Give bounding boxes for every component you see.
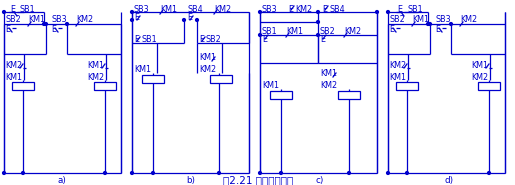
Text: KM2: KM2 [5,60,22,70]
Circle shape [428,23,432,25]
Text: KM2: KM2 [87,73,104,82]
Text: c): c) [316,176,324,184]
Text: d): d) [444,176,454,184]
Text: SB1: SB1 [262,26,278,36]
Circle shape [218,172,220,174]
Text: E: E [397,4,402,14]
Circle shape [45,23,47,25]
Text: KM1: KM1 [286,26,303,36]
Text: SB3: SB3 [262,4,278,14]
Circle shape [22,172,24,174]
Circle shape [259,172,262,174]
Text: KM1: KM1 [199,53,216,63]
Text: SB2: SB2 [389,16,405,24]
Circle shape [488,172,490,174]
Bar [270,91,292,99]
Circle shape [183,19,185,21]
Text: KM1: KM1 [471,60,488,70]
Text: E: E [51,24,56,33]
Text: KM2: KM2 [199,65,216,75]
Text: E: E [435,24,440,33]
Bar [210,75,232,83]
Text: E: E [199,36,204,45]
Text: E: E [10,4,15,14]
Circle shape [406,172,408,174]
Text: a): a) [58,176,66,184]
Text: SB1: SB1 [141,36,157,45]
Circle shape [317,21,319,23]
Text: b): b) [186,176,196,184]
Circle shape [196,19,198,21]
Circle shape [43,23,45,25]
Text: KM2: KM2 [320,82,337,90]
Circle shape [131,172,133,174]
Text: 图2.21 双机联锁电路: 图2.21 双机联锁电路 [223,175,293,185]
Circle shape [259,34,262,36]
Bar [338,91,360,99]
Text: SB3: SB3 [435,16,451,24]
Text: KM2: KM2 [389,60,406,70]
Text: SB2: SB2 [5,16,21,24]
Circle shape [387,11,389,13]
Text: KM1: KM1 [412,16,429,24]
Circle shape [450,23,452,25]
Text: KM2: KM2 [344,26,361,36]
Text: KM2: KM2 [214,4,231,14]
Text: E: E [322,4,327,14]
Text: KM1: KM1 [160,4,177,14]
Text: E: E [5,24,10,33]
Text: SB2: SB2 [320,26,336,36]
Circle shape [151,172,154,174]
Text: KM2: KM2 [460,16,477,24]
Text: KM1: KM1 [389,73,406,82]
Circle shape [259,11,262,13]
Text: E: E [389,24,394,33]
Text: E: E [320,36,325,45]
Circle shape [3,172,5,174]
Text: E: E [288,4,293,14]
Text: KM1: KM1 [262,82,279,90]
Bar [478,82,500,90]
Circle shape [65,23,68,25]
Text: KM2: KM2 [295,4,312,14]
Text: KM1: KM1 [28,16,45,24]
Text: E: E [262,36,267,45]
Text: E: E [134,36,139,45]
Text: SB2: SB2 [206,36,222,45]
Text: E: E [187,13,192,21]
Text: KM1: KM1 [320,70,337,78]
Text: SB1: SB1 [408,4,424,14]
Text: KM2: KM2 [76,16,93,24]
Circle shape [375,11,379,13]
Text: SB3: SB3 [134,4,150,14]
Text: E: E [134,13,139,21]
Circle shape [317,11,319,13]
Circle shape [280,172,282,174]
Text: SB4: SB4 [187,4,202,14]
Bar [396,82,418,90]
Circle shape [387,172,389,174]
Circle shape [317,34,319,36]
Text: SB1: SB1 [19,4,35,14]
Circle shape [3,11,5,13]
Bar [94,82,116,90]
Bar [142,75,164,83]
Circle shape [426,23,430,25]
Text: SB4: SB4 [329,4,345,14]
Circle shape [104,172,107,174]
Text: KM1: KM1 [134,65,151,75]
Text: KM1: KM1 [87,60,104,70]
Circle shape [131,11,133,13]
Bar [12,82,34,90]
Text: KM1: KM1 [5,73,22,82]
Circle shape [131,19,133,21]
Text: SB3: SB3 [51,16,66,24]
Circle shape [348,172,350,174]
Text: KM2: KM2 [471,73,488,82]
